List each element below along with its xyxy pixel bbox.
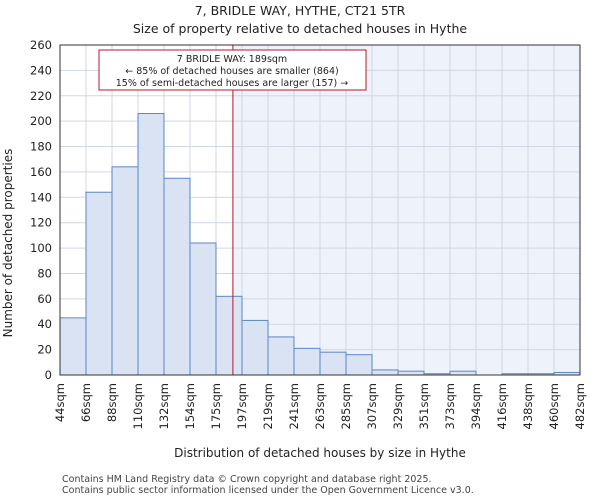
y-tick-label: 0: [45, 368, 52, 382]
x-tick-label: 88sqm: [105, 383, 119, 422]
x-tick-label: 438sqm: [521, 383, 535, 429]
bar: [449, 370, 477, 376]
x-tick-label: 460sqm: [547, 383, 561, 429]
x-tick-label: 351sqm: [417, 383, 431, 429]
y-tick-label: 240: [30, 63, 52, 77]
x-tick-label: 373sqm: [443, 383, 457, 429]
x-tick-label: 482sqm: [573, 383, 587, 429]
x-tick-label: 197sqm: [235, 383, 249, 429]
x-tick-label: 175sqm: [209, 383, 223, 429]
y-tick-label: 100: [30, 241, 52, 255]
x-tick-label: 44sqm: [53, 383, 67, 422]
x-tick-label: 132sqm: [157, 383, 171, 429]
y-tick-label: 120: [30, 216, 52, 230]
plot-frame: [59, 44, 581, 376]
bar: [215, 295, 243, 376]
y-tick-label: 140: [30, 190, 52, 204]
bar: [137, 113, 165, 376]
bar: [345, 354, 373, 376]
bar: [241, 319, 269, 376]
bar: [163, 177, 191, 376]
y-tick-label: 60: [37, 292, 52, 306]
larger-region-shade: [232, 45, 580, 375]
y-tick-label: 40: [37, 317, 52, 331]
y-tick-label: 200: [30, 114, 52, 128]
bar: [59, 317, 87, 376]
annotation-box: 7 BRIDLE WAY: 189sqm ← 85% of detached h…: [98, 49, 367, 91]
bar: [293, 347, 321, 376]
bar: [397, 370, 425, 376]
footer-line-2: Contains public sector information licen…: [62, 485, 474, 496]
x-tick-label: 329sqm: [391, 383, 405, 429]
y-tick-label: 260: [30, 38, 52, 52]
x-tick-label: 285sqm: [339, 383, 353, 429]
x-tick-label: 154sqm: [183, 383, 197, 429]
x-tick-label: 416sqm: [495, 383, 509, 429]
annotation-line-3: 15% of semi-detached houses are larger (…: [116, 78, 349, 89]
bar: [371, 369, 399, 376]
chart-title: 7, BRIDLE WAY, HYTHE, CT21 5TR: [194, 3, 406, 18]
y-tick-label: 20: [37, 343, 52, 357]
bar: [267, 336, 295, 376]
bar: [85, 191, 113, 376]
y-tick-label: 180: [30, 140, 52, 154]
y-tick-label: 80: [37, 266, 52, 280]
x-tick-label: 66sqm: [79, 383, 93, 422]
x-tick-label: 219sqm: [261, 383, 275, 429]
y-axis-label: Number of detached properties: [1, 149, 15, 338]
x-tick-label: 307sqm: [365, 383, 379, 429]
x-tick-label: 263sqm: [313, 383, 327, 429]
footer-line-1: Contains HM Land Registry data © Crown c…: [62, 474, 432, 485]
bar: [319, 351, 347, 376]
x-axis-label: Distribution of detached houses by size …: [174, 446, 466, 460]
x-tick-label: 241sqm: [287, 383, 301, 429]
y-tick-label: 220: [30, 89, 52, 103]
x-tick-label: 110sqm: [131, 383, 145, 429]
x-tick-labels: 44sqm 66sqm 88sqm 110sqm 132sqm 154sqm 175sqm 1…: [53, 383, 587, 429]
bar: [111, 166, 139, 376]
x-tick-label: 394sqm: [469, 383, 483, 429]
bar: [189, 242, 217, 376]
y-tick-labels: 0 20 40 60 80 100 120 140 160 180 200 220 240 260: [30, 38, 52, 382]
annotation-line-1: 7 BRIDLE WAY: 189sqm: [177, 54, 287, 65]
chart-subtitle: Size of property relative to detached ho…: [132, 21, 468, 36]
y-tick-label: 160: [30, 165, 52, 179]
annotation-line-2: ← 85% of detached houses are smaller (86…: [125, 66, 338, 77]
